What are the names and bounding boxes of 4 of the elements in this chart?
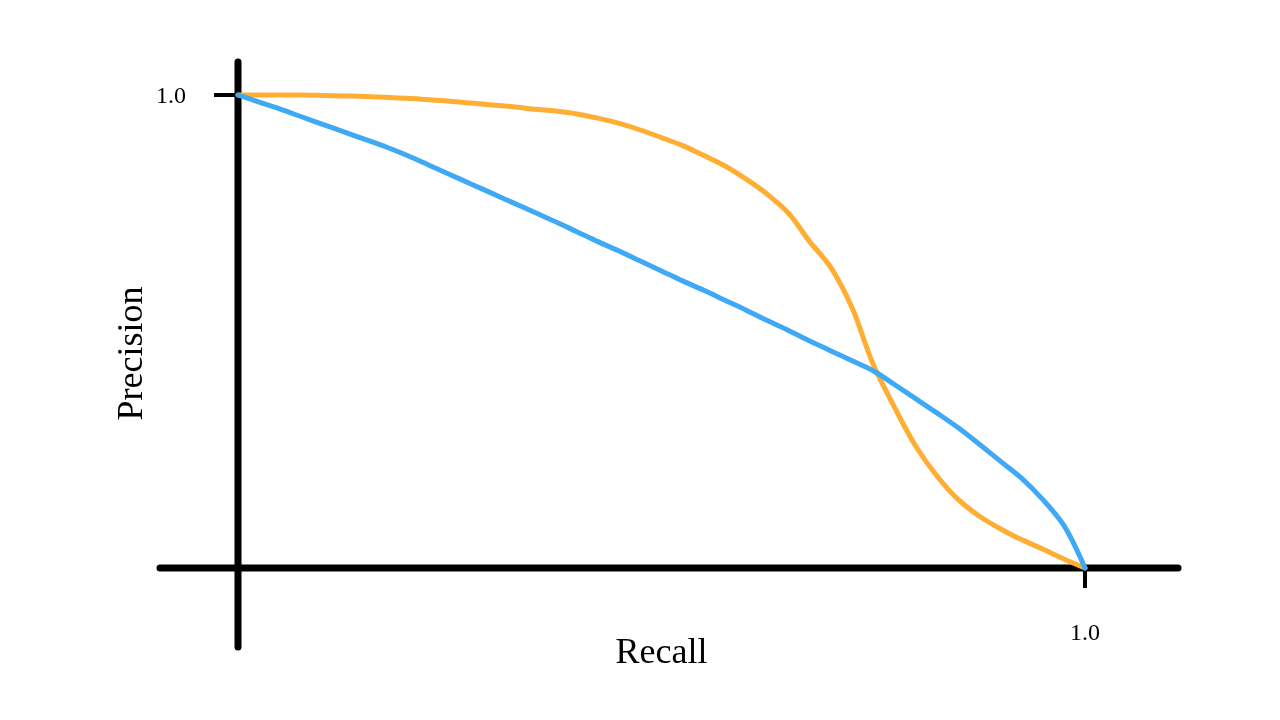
text: 1.0 <box>1070 619 1100 645</box>
x-axis-title: Recall <box>615 631 708 671</box>
y-axis-title: Precision <box>110 286 150 421</box>
text: 1.0 <box>156 82 186 108</box>
